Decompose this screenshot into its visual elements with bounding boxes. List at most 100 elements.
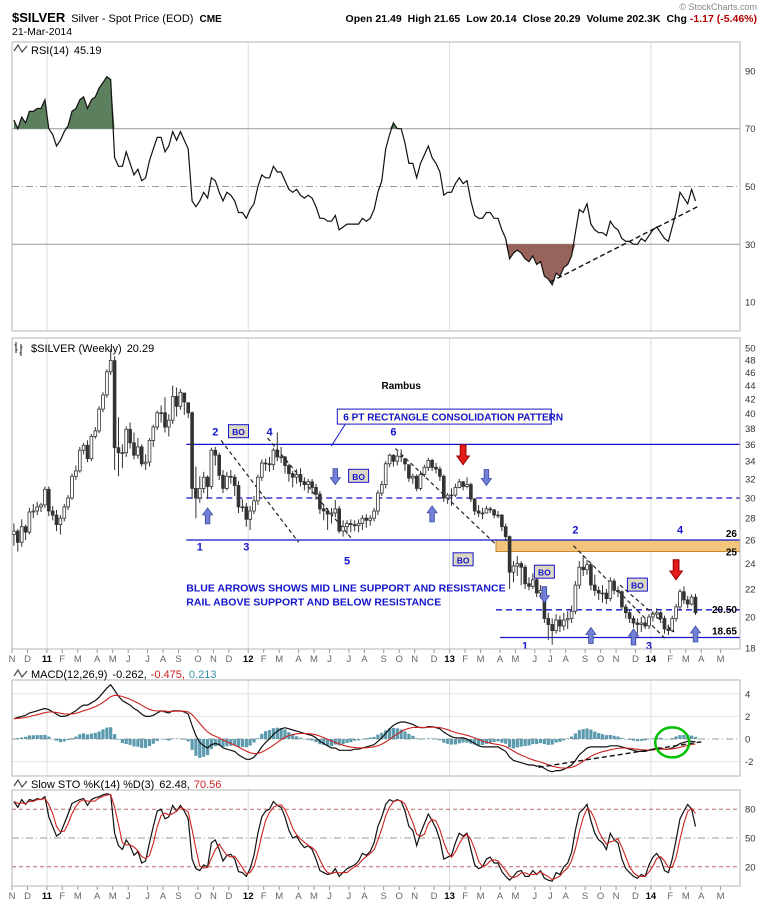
price-level-label: 18.65 — [712, 627, 737, 638]
price-bar-body — [337, 508, 341, 532]
price-bar-body — [674, 606, 678, 619]
x-axis-label: A — [94, 891, 101, 902]
macd-histogram-bar — [27, 735, 31, 739]
macd-histogram-bar — [453, 739, 457, 745]
macd-histogram-bar — [659, 737, 663, 739]
macd-histogram-bar — [306, 739, 310, 740]
macd-axis-label: -2 — [745, 757, 753, 768]
pattern-number: 3 — [243, 541, 249, 553]
sto-value-d: 70.56 — [194, 779, 222, 791]
price-bar-body — [426, 459, 431, 468]
bo-box — [533, 564, 555, 579]
price-bar-body — [294, 474, 299, 478]
price-bar-body — [472, 498, 477, 512]
price-bar-body — [523, 566, 527, 585]
macd-histogram-bar — [608, 735, 612, 739]
sto-axis-label: 50 — [745, 834, 756, 845]
blue-arrow-down — [538, 586, 551, 604]
price-bar-body — [682, 591, 686, 601]
price-bar-body — [546, 618, 551, 625]
macd-histogram-bar — [248, 739, 252, 746]
price-bar-body — [248, 510, 252, 520]
price-bar-body — [54, 514, 59, 525]
price-bar-body — [50, 510, 55, 516]
price-bar-body — [58, 517, 63, 526]
macd-legend: MACD(12,26,9) -0.262, -0.475, 0.213 — [13, 668, 216, 681]
price-bar-body — [550, 624, 554, 631]
price-bar-body — [89, 435, 94, 459]
macd-histogram-bar — [120, 739, 124, 744]
panel-border — [11, 337, 741, 650]
macd-histogram-bar — [562, 739, 566, 741]
macd-histogram-bar — [449, 739, 454, 745]
price-bar-body — [256, 476, 260, 502]
x-axis-label: A — [698, 654, 705, 665]
price-bar-body — [449, 494, 454, 497]
macd-histogram-bar — [674, 736, 678, 739]
x-axis-label: F — [261, 654, 267, 665]
price-axis-label: 26 — [745, 536, 756, 547]
price-bar-body — [225, 475, 229, 489]
price-axis-label: 44 — [745, 381, 756, 392]
macd-histogram-bar — [477, 739, 481, 746]
price-bar-body — [445, 494, 450, 499]
macd-axis-label: 4 — [745, 689, 750, 700]
x-axis-label: F — [667, 891, 673, 902]
blue-arrow-down — [480, 469, 493, 487]
rsi-legend-label: RSI(14) — [31, 45, 69, 57]
date-label: 21-Mar-2014 — [12, 26, 73, 38]
x-axis-label: D — [24, 891, 31, 902]
price-bar-body — [217, 454, 222, 476]
price-bar-body — [453, 486, 458, 496]
macd-histogram-bar — [31, 735, 35, 739]
price-bar-body — [666, 628, 671, 631]
macd-histogram-bar — [78, 734, 82, 739]
x-axis-label: D — [632, 891, 639, 902]
macd-histogram-bar — [384, 730, 388, 739]
price-bar-body — [492, 509, 496, 516]
price-bar-body — [562, 619, 566, 627]
macd-histogram-bar — [407, 733, 411, 739]
macd-histogram-bar — [62, 739, 66, 742]
macd-histogram-bar — [279, 728, 283, 739]
macd-histogram-bar — [229, 739, 233, 746]
bo-label: BO — [538, 568, 551, 578]
price-bar-body — [379, 484, 384, 494]
macd-histogram-bar — [488, 739, 492, 743]
x-axis-label: M — [682, 654, 690, 665]
x-axis-label: M — [74, 891, 82, 902]
price-bar-body — [461, 481, 465, 487]
rsi-axis-label: 30 — [745, 240, 756, 251]
svg-text:MACD(12,26,9)-0.262,-0.475,0.2: MACD(12,26,9) -0.262, -0.475, 0.213 — [31, 669, 216, 681]
x-axis-label: M — [275, 891, 283, 902]
x-axis-label: N — [9, 654, 16, 665]
x-axis-label: M — [109, 654, 117, 665]
price-level-label: 26 — [726, 529, 738, 540]
x-axis-label: M — [717, 654, 725, 665]
macd-histogram-bar — [403, 731, 407, 739]
price-axis-label: 50 — [745, 344, 756, 355]
macd-histogram-bar — [566, 738, 570, 739]
sto-legend-label: Slow STO %K(14) %D(3) — [31, 779, 154, 791]
x-axis-label: J — [347, 891, 352, 902]
price-bar-body — [232, 476, 237, 486]
macd-histogram-bar — [326, 739, 330, 746]
price-bar-body — [221, 474, 225, 489]
macd-histogram-bar — [345, 739, 349, 743]
x-axis-label: A — [160, 654, 167, 665]
price-bar-body — [407, 464, 411, 479]
macd-histogram-bar — [496, 739, 500, 742]
price-bar-body — [565, 618, 570, 621]
x-axis-label: N — [613, 654, 620, 665]
price-bar-body — [302, 481, 307, 485]
open-value: 21.49 — [375, 13, 402, 25]
price-bar-body — [383, 463, 388, 485]
price-bar-body — [624, 606, 628, 614]
x-axis-label: J — [145, 891, 150, 902]
pattern-label-box — [336, 408, 552, 425]
x-axis-label: O — [396, 654, 403, 665]
red-arrow-down — [668, 559, 684, 581]
macd-legend-icon — [13, 668, 28, 679]
price-bar-body — [70, 475, 74, 499]
pattern-number: 4 — [677, 524, 684, 536]
